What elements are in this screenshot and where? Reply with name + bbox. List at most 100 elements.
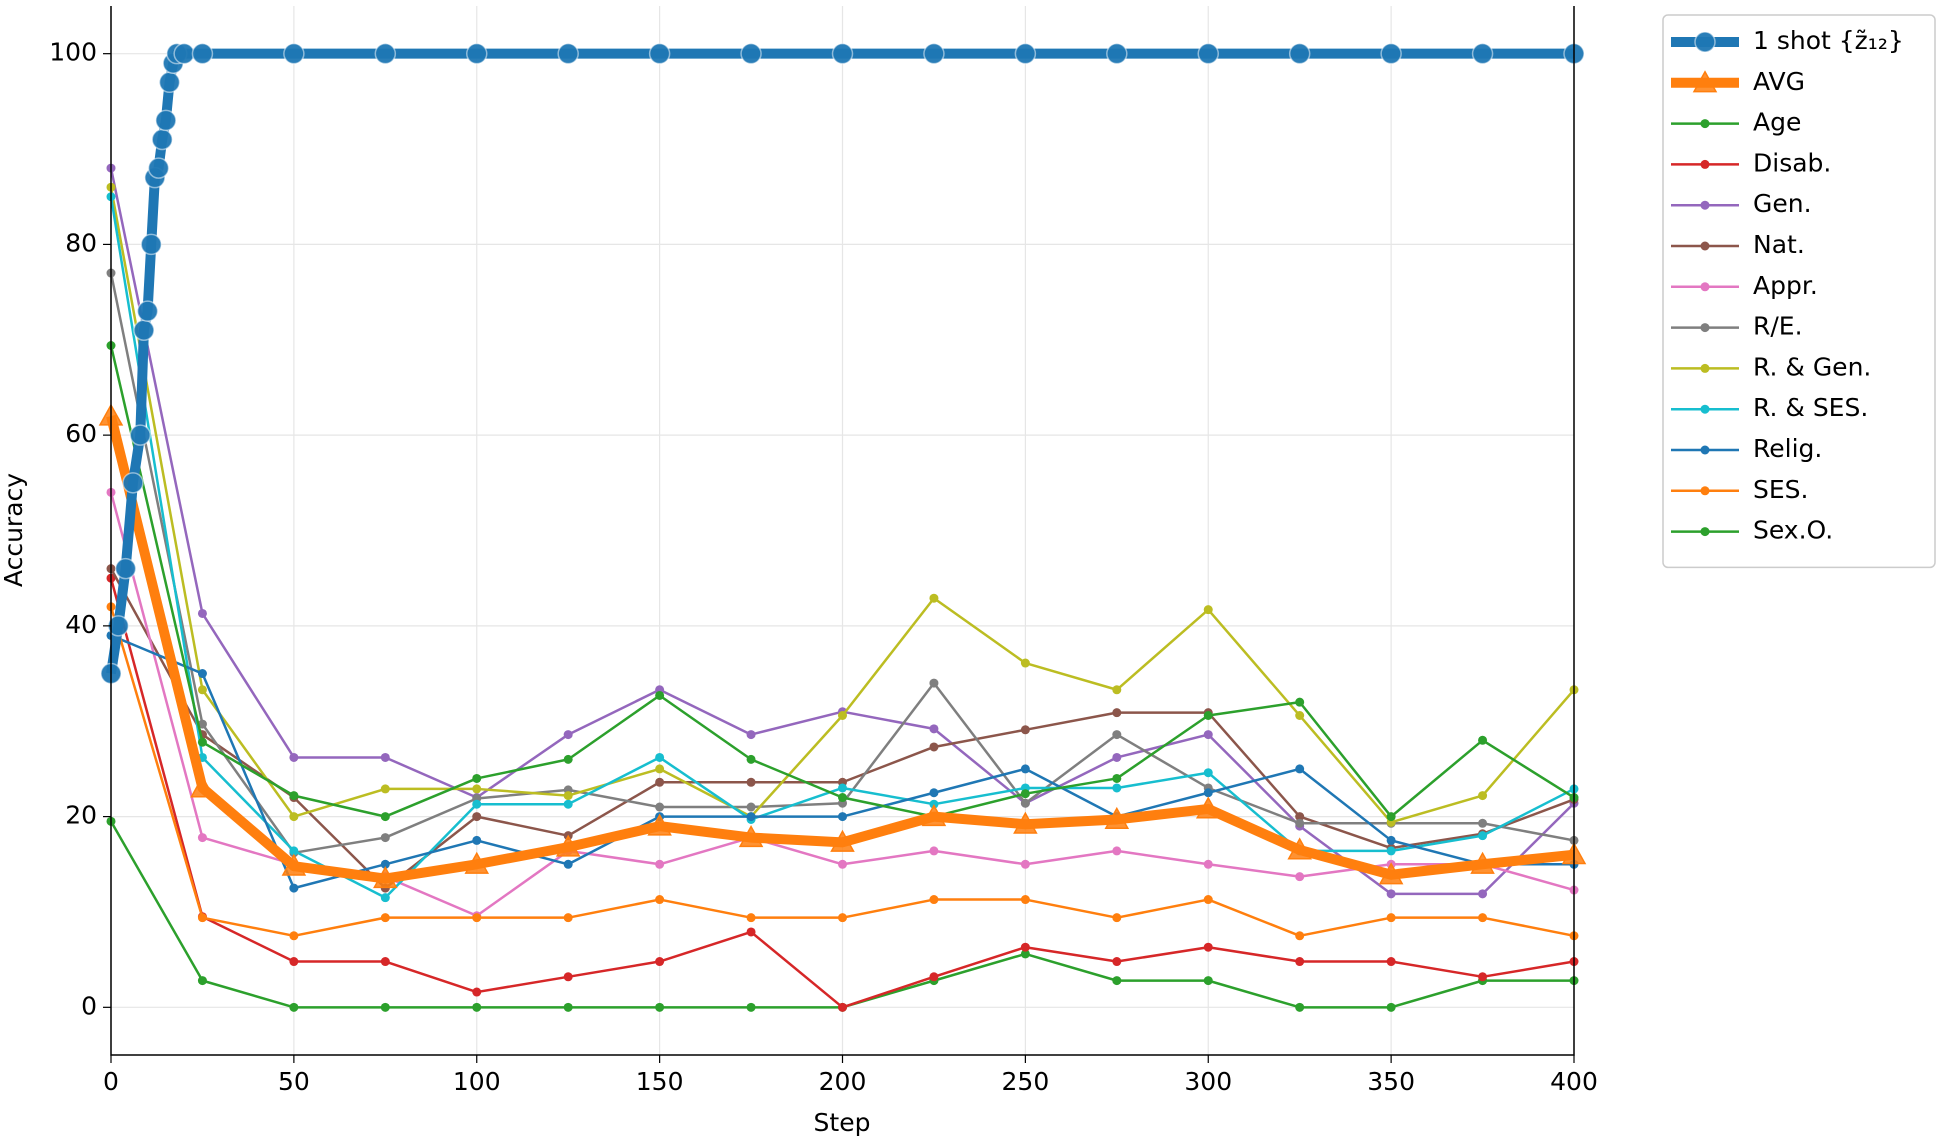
marker <box>563 754 573 764</box>
marker <box>158 71 181 94</box>
marker <box>1700 486 1710 496</box>
marker <box>1700 159 1710 169</box>
marker <box>380 893 390 903</box>
marker <box>1112 913 1122 923</box>
marker <box>133 319 155 341</box>
marker <box>1112 685 1122 695</box>
marker <box>563 859 573 869</box>
marker <box>129 424 152 446</box>
marker <box>1478 889 1488 899</box>
marker <box>151 128 173 151</box>
marker <box>831 42 854 65</box>
x-tick-label: 150 <box>636 1067 684 1096</box>
marker <box>1470 851 1495 874</box>
marker <box>472 784 482 794</box>
legend-box <box>1662 14 1936 569</box>
marker <box>838 859 847 869</box>
y-tick-label: 60 <box>65 419 97 448</box>
series <box>98 403 1587 889</box>
marker <box>466 42 488 65</box>
marker <box>838 711 847 721</box>
marker <box>197 608 207 618</box>
marker <box>1700 200 1710 210</box>
marker <box>655 690 665 700</box>
marker <box>1203 895 1213 905</box>
series <box>106 573 1579 1012</box>
marker <box>380 784 390 794</box>
marker <box>472 799 482 809</box>
marker <box>374 42 397 65</box>
marker <box>1700 241 1710 251</box>
marker <box>647 813 672 836</box>
marker <box>1112 752 1122 762</box>
marker <box>1692 70 1718 93</box>
marker <box>655 895 665 905</box>
marker <box>114 557 137 580</box>
marker <box>1112 773 1122 783</box>
legend-label: Disab. <box>1753 148 1831 177</box>
marker <box>838 793 847 803</box>
marker <box>140 233 162 256</box>
y-tick-label: 40 <box>65 610 97 639</box>
marker <box>746 777 756 787</box>
marker <box>1112 708 1122 718</box>
marker <box>289 957 299 967</box>
marker <box>1112 846 1122 856</box>
marker <box>380 1002 390 1012</box>
marker <box>746 754 756 764</box>
legend-label: SES. <box>1753 475 1808 504</box>
marker <box>1014 42 1037 65</box>
marker <box>289 846 299 856</box>
marker <box>1203 711 1213 721</box>
marker <box>1106 42 1128 65</box>
marker <box>746 730 756 740</box>
marker <box>1020 725 1030 735</box>
marker <box>929 724 939 734</box>
marker <box>1013 811 1038 834</box>
marker <box>929 678 939 688</box>
marker <box>190 775 215 798</box>
marker <box>281 853 307 876</box>
marker <box>380 859 390 869</box>
marker <box>1287 837 1312 860</box>
marker <box>1380 42 1402 65</box>
grid <box>110 6 1575 1055</box>
marker <box>289 812 299 822</box>
marker <box>197 833 207 843</box>
x-tick-label: 100 <box>453 1067 501 1096</box>
y-tick-label: 0 <box>81 991 97 1020</box>
marker <box>197 913 207 923</box>
marker <box>1386 812 1396 822</box>
marker <box>1020 789 1030 799</box>
legend-label: R. & SES. <box>1753 393 1868 422</box>
marker <box>472 913 482 923</box>
marker <box>557 42 579 65</box>
marker <box>740 42 762 65</box>
marker <box>289 931 299 941</box>
marker <box>1700 404 1710 414</box>
marker <box>929 593 939 603</box>
x-tick-label: 300 <box>1184 1067 1232 1096</box>
marker <box>746 927 756 937</box>
marker <box>1386 835 1396 845</box>
marker <box>1378 862 1404 885</box>
marker <box>1203 976 1213 986</box>
marker <box>289 752 299 762</box>
marker <box>1386 846 1396 856</box>
marker <box>655 752 665 762</box>
legend-label: Gen. <box>1753 189 1812 218</box>
marker <box>838 783 847 793</box>
marker <box>563 1002 573 1012</box>
marker <box>655 1002 665 1012</box>
marker <box>1295 872 1305 882</box>
axis-spines <box>110 6 1575 1056</box>
legend-label: Relig. <box>1753 434 1822 463</box>
marker <box>173 42 195 65</box>
legend-label: R/E. <box>1753 312 1803 341</box>
marker <box>136 300 159 322</box>
marker <box>472 812 482 822</box>
marker <box>1700 282 1710 292</box>
marker <box>1700 363 1710 373</box>
x-axis-label: Step <box>814 1108 871 1137</box>
